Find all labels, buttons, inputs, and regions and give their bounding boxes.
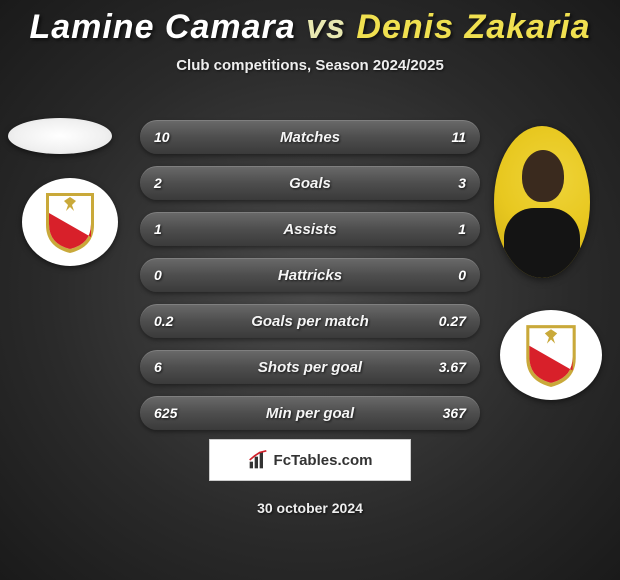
- player1-name: Lamine Camara: [29, 8, 295, 46]
- stat-label: Assists: [140, 221, 480, 238]
- stat-label: Min per goal: [140, 405, 480, 422]
- comparison-date: 30 october 2024: [0, 500, 620, 516]
- fctables-badge[interactable]: FcTables.com: [209, 439, 411, 481]
- player2-avatar: [494, 126, 590, 278]
- monaco-shield-icon: [42, 189, 98, 255]
- fctables-logo-icon: [248, 450, 268, 470]
- stat-row: 625 Min per goal 367: [140, 396, 480, 430]
- stat-row: 10 Matches 11: [140, 120, 480, 154]
- stat-row: 0.2 Goals per match 0.27: [140, 304, 480, 338]
- stat-row: 1 Assists 1: [140, 212, 480, 246]
- crest-circle: [22, 178, 118, 266]
- vs-text: vs: [306, 8, 346, 46]
- stat-label: Hattricks: [140, 267, 480, 284]
- avatar-head: [522, 150, 564, 202]
- fctables-label: FcTables.com: [274, 452, 373, 469]
- monaco-shield-icon: [522, 321, 580, 389]
- stat-label: Goals per match: [140, 313, 480, 330]
- subtitle: Club competitions, Season 2024/2025: [0, 57, 620, 74]
- crest-circle: [500, 310, 602, 400]
- player1-club-crest: [22, 178, 118, 266]
- stats-container: 10 Matches 11 2 Goals 3 1 Assists 1 0 Ha…: [140, 120, 480, 442]
- stat-label: Matches: [140, 129, 480, 146]
- player2-name: Denis Zakaria: [356, 8, 590, 46]
- stat-row: 2 Goals 3: [140, 166, 480, 200]
- stat-row: 0 Hattricks 0: [140, 258, 480, 292]
- stat-label: Shots per goal: [140, 359, 480, 376]
- stat-label: Goals: [140, 175, 480, 192]
- player2-club-crest: [500, 310, 602, 400]
- comparison-title: Lamine Camara vs Denis Zakaria: [0, 0, 620, 47]
- stat-row: 6 Shots per goal 3.67: [140, 350, 480, 384]
- avatar-body: [504, 208, 580, 278]
- player1-avatar: [8, 118, 112, 154]
